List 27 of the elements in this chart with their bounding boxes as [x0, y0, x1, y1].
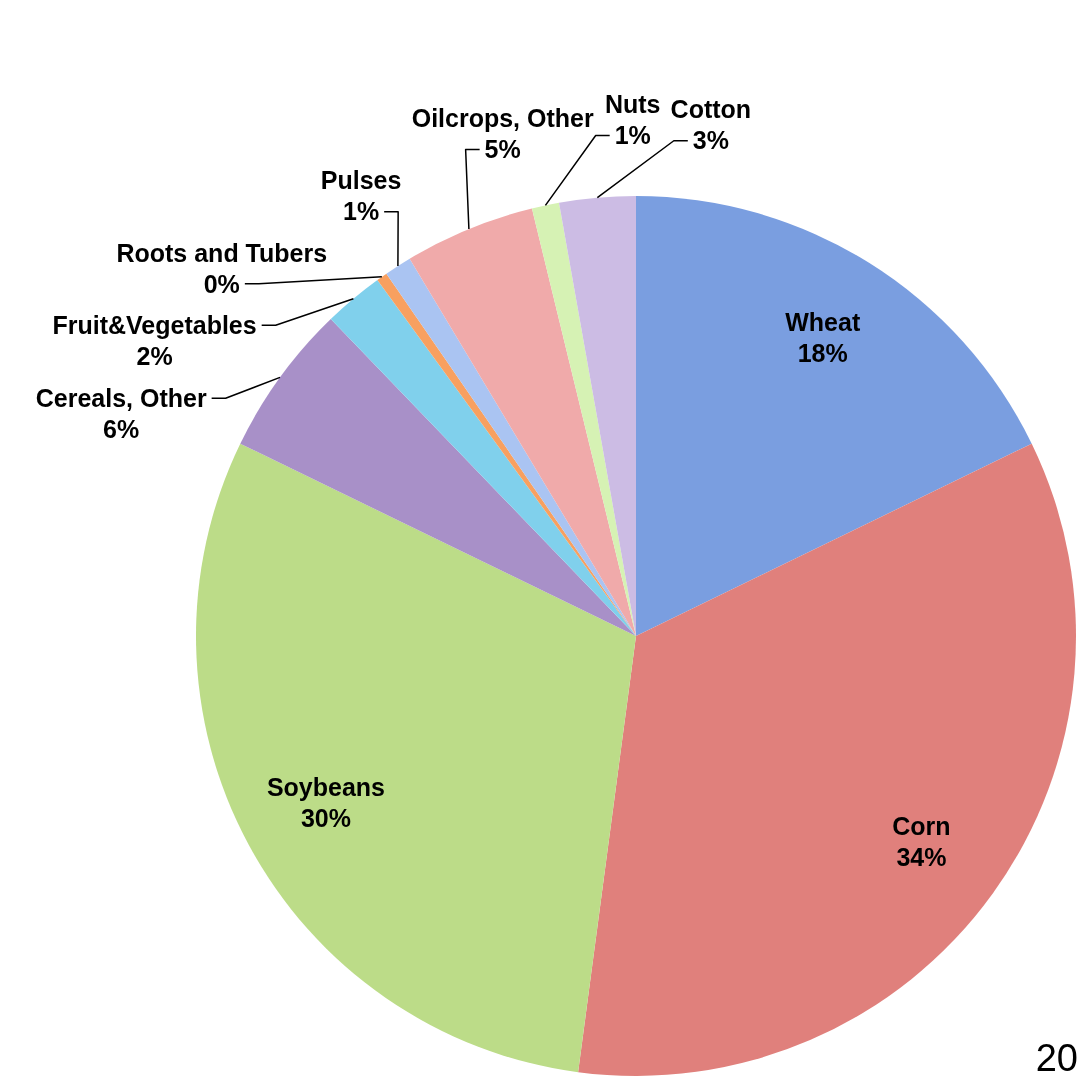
- slice-label: Nuts: [604, 90, 661, 119]
- slice-label: Cotton: [670, 95, 752, 124]
- slice-label: Roots and Tubers: [116, 238, 328, 267]
- slice-label: Pulses: [320, 166, 402, 195]
- data-label: 34%: [896, 843, 947, 872]
- slice-label: Cereals, Other: [35, 383, 207, 412]
- data-label: 3%: [692, 126, 729, 155]
- slice-label: Corn: [892, 812, 951, 841]
- pie-slice: [636, 196, 1032, 636]
- data-label: 1%: [614, 121, 651, 150]
- text: 20: [1035, 1037, 1078, 1079]
- pie-slice: [196, 443, 636, 1073]
- data-label: 1%: [343, 197, 380, 226]
- slice-label: Fruit&Vegetables: [52, 310, 257, 339]
- pie-slice: [578, 443, 1076, 1076]
- data-label: 0%: [203, 269, 240, 298]
- pie-slice: [531, 202, 636, 636]
- slice-label: Soybeans: [266, 772, 386, 801]
- data-label: 5%: [484, 135, 521, 164]
- data-label: 6%: [103, 414, 140, 443]
- data-label: 18%: [797, 338, 848, 367]
- data-label: 30%: [300, 803, 351, 832]
- slice-label: Oilcrops, Other: [411, 104, 594, 133]
- slice-label: Wheat: [785, 307, 861, 336]
- pie-slice: [409, 208, 636, 636]
- pie-slice: [558, 196, 636, 636]
- data-label: 2%: [136, 341, 173, 370]
